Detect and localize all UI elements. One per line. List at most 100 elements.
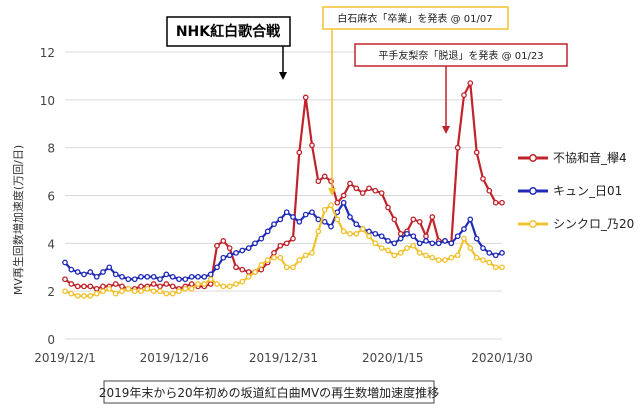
series-2-point-53 (397, 250, 404, 256)
series-2-point-27 (233, 281, 239, 287)
series-2-point-63 (461, 235, 467, 242)
series-0-point-12 (138, 283, 144, 290)
series-1-point-51 (385, 238, 391, 244)
legend-swatch-marker-1 (529, 187, 537, 195)
series-1-point-23 (207, 271, 214, 278)
series-0-point-67 (486, 187, 493, 194)
series-0-point-38 (302, 94, 309, 101)
series-2-point-15 (157, 288, 163, 295)
series-2-point-36 (290, 264, 296, 271)
series-2-point-68 (492, 264, 499, 271)
series-2-point-48 (366, 233, 372, 240)
series-1-point-9 (119, 273, 125, 280)
series-1-point-30 (252, 240, 258, 247)
series-2-point-31 (258, 262, 265, 268)
series-2-point-11 (131, 288, 138, 295)
y-tick-label-5: 10 (40, 94, 55, 108)
series-2-point-14 (150, 288, 157, 295)
series-0-point-41 (321, 173, 328, 180)
series-0-point-35 (283, 240, 290, 247)
series-0-point-56 (416, 218, 423, 225)
series-2-point-65 (473, 254, 480, 261)
series-2-point-56 (416, 250, 423, 256)
series-0-point-25 (220, 238, 227, 244)
series-0-point-4 (87, 283, 94, 290)
series-0-point-14 (150, 281, 157, 287)
series-2-point-34 (277, 254, 284, 261)
series-1-point-13 (144, 273, 151, 280)
series-0-point-1 (68, 281, 75, 287)
hirate-arrow-head (442, 126, 450, 134)
series-2-point-44 (340, 228, 347, 235)
series-2-point-29 (245, 273, 252, 280)
series-1-point-50 (378, 233, 385, 240)
series-line-0 (64, 81, 502, 290)
series-2-point-28 (239, 278, 246, 285)
series-2-point-52 (391, 252, 398, 259)
series-0-point-63 (461, 92, 467, 98)
series-2-point-38 (302, 252, 309, 259)
series-2-point-69 (499, 264, 505, 271)
y-tick-label-0: 0 (47, 333, 55, 347)
series-0-point-49 (372, 187, 379, 194)
series-1-point-46 (353, 221, 360, 228)
series-layer (62, 80, 505, 299)
series-1-point-64 (467, 216, 474, 223)
series-2-point-21 (195, 281, 201, 287)
series-1-point-59 (435, 240, 442, 247)
series-1-point-32 (264, 228, 271, 235)
series-0-point-44 (340, 192, 347, 199)
series-2-point-51 (385, 247, 391, 254)
series-1-point-17 (169, 273, 176, 280)
series-2-point-41 (321, 206, 328, 213)
series-1-point-57 (423, 238, 429, 244)
series-1-point-25 (220, 254, 227, 261)
series-1-point-12 (138, 273, 144, 280)
series-1-point-19 (182, 276, 189, 283)
series-2-point-59 (435, 257, 442, 263)
series-2-point-12 (138, 288, 144, 295)
series-1-point-60 (442, 238, 448, 244)
series-0-point-37 (296, 149, 303, 156)
series-1-point-33 (271, 221, 277, 228)
series-1-point-37 (296, 218, 303, 225)
hirate-annotation-box (354, 43, 568, 67)
series-1-point-31 (258, 235, 265, 242)
series-1-point-39 (309, 209, 315, 216)
series-2-point-9 (119, 288, 125, 295)
series-2-point-7 (106, 285, 113, 292)
series-2-point-18 (176, 288, 182, 295)
legend-label-2: シンクロ_乃20 (553, 217, 634, 231)
series-2-point-40 (315, 228, 322, 235)
series-2-point-66 (480, 257, 486, 263)
series-0-point-52 (391, 216, 398, 223)
series-2-point-32 (264, 257, 271, 263)
series-1-point-28 (239, 247, 246, 254)
series-0-point-29 (245, 269, 252, 275)
series-1-point-11 (131, 276, 138, 283)
series-1 (62, 199, 505, 283)
series-0-point-57 (423, 233, 429, 240)
series-1-point-22 (201, 273, 208, 280)
series-2-point-61 (448, 254, 455, 261)
series-0-point-20 (188, 281, 195, 287)
x-tick-label-1: 2019/12/16 (140, 351, 209, 365)
series-1-point-40 (315, 216, 322, 223)
series-0-point-50 (378, 190, 385, 196)
series-1-point-44 (340, 199, 347, 206)
series-2-point-33 (271, 254, 277, 261)
series-1-point-41 (321, 218, 328, 225)
series-0-point-55 (410, 216, 417, 223)
series-line-2 (64, 204, 502, 297)
chart-title: 2019年末から20年初めの坂道紅白曲MVの再生数増加速度推移 (99, 380, 439, 404)
series-0-point-2 (74, 283, 81, 290)
series-0-point-64 (467, 80, 474, 86)
series-2-point-35 (283, 264, 290, 271)
y-tick-label-2: 4 (47, 237, 55, 251)
series-0-point-26 (226, 245, 233, 251)
nhk-annotation: NHK紅白歌合戦 (166, 16, 291, 80)
series-2-point-22 (201, 281, 208, 287)
series-0-point-68 (492, 199, 499, 206)
series-1-point-49 (372, 230, 379, 237)
